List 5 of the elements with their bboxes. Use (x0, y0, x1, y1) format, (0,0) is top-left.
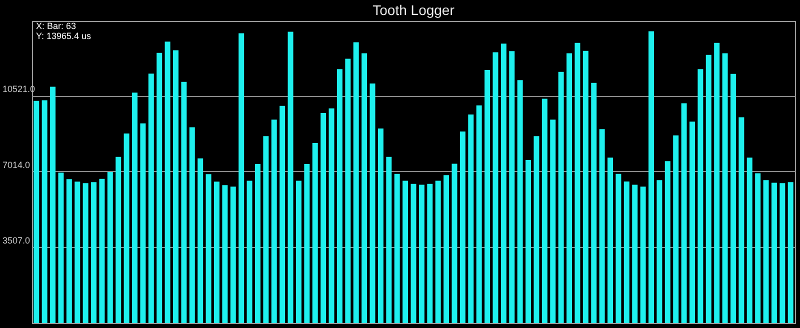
y-tick-label: 7014.0 (2, 160, 30, 170)
y-tick-label: 3507.0 (2, 236, 30, 246)
annotation: Y: 13965.4 us (36, 31, 92, 41)
chart-title: Tooth Logger (372, 2, 455, 18)
annotation: X: Bar: 63 (36, 21, 76, 31)
